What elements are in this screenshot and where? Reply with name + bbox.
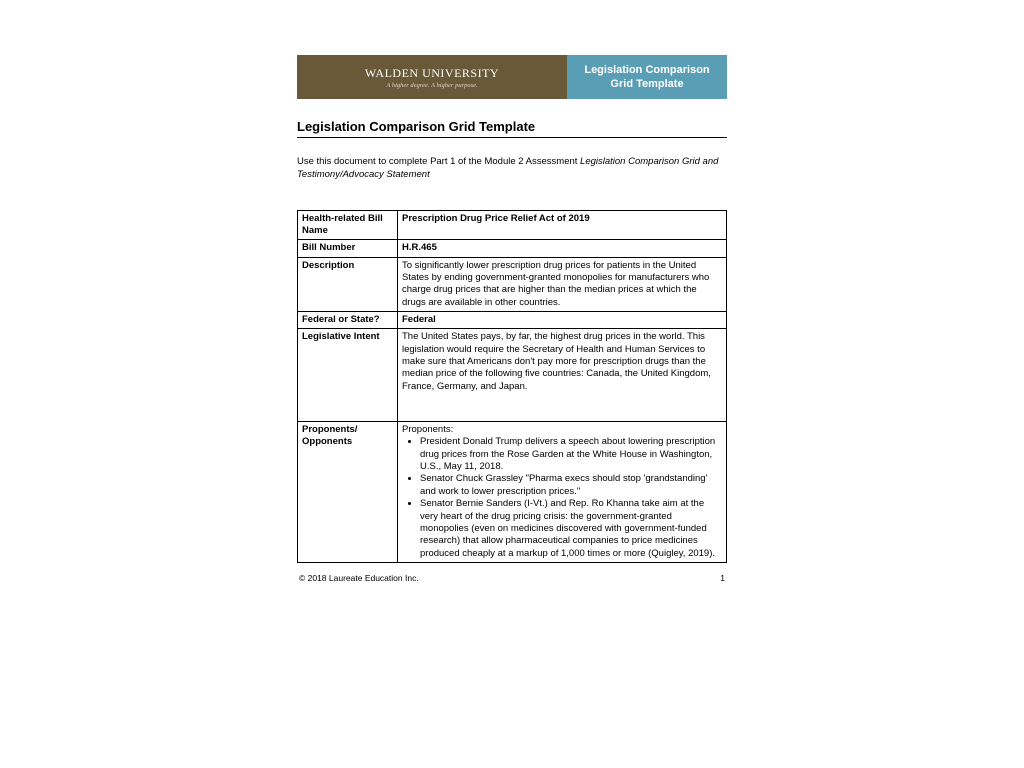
grid-value: Federal [398, 312, 727, 329]
proponents-heading: Proponents: [402, 424, 722, 436]
grid-label: Federal or State? [298, 312, 398, 329]
grid-label: Bill Number [298, 240, 398, 257]
page-title: Legislation Comparison Grid Template [297, 119, 727, 138]
instruction-plain: Use this document to complete Part 1 of … [297, 156, 580, 167]
document-page: WALDEN UNIVERSITY A higher degree. A hig… [297, 55, 727, 583]
header-banner: WALDEN UNIVERSITY A higher degree. A hig… [297, 55, 727, 99]
grid-label: Proponents/ Opponents [298, 422, 398, 563]
grid-value: H.R.465 [398, 240, 727, 257]
grid-label: Legislative Intent [298, 329, 398, 422]
grid-value: The United States pays, by far, the high… [398, 329, 727, 422]
footer-copyright: © 2018 Laureate Education Inc. [299, 573, 419, 583]
footer-page-number: 1 [720, 573, 725, 583]
proponents-list: President Donald Trump delivers a speech… [420, 436, 722, 559]
grid-value: Prescription Drug Price Relief Act of 20… [398, 210, 727, 240]
grid-value-proponents: Proponents:President Donald Trump delive… [398, 422, 727, 563]
university-tagline: A higher degree. A higher purpose. [386, 82, 477, 89]
university-name: WALDEN UNIVERSITY [365, 66, 499, 81]
list-item: Senator Chuck Grassley "Pharma execs sho… [420, 473, 722, 498]
banner-title-block: Legislation Comparison Grid Template [567, 55, 727, 99]
list-item: President Donald Trump delivers a speech… [420, 436, 722, 473]
grid-label: Description [298, 257, 398, 311]
banner-title-line2: Grid Template [610, 77, 683, 91]
banner-logo-block: WALDEN UNIVERSITY A higher degree. A hig… [297, 55, 567, 99]
list-item: Senator Bernie Sanders (I-Vt.) and Rep. … [420, 498, 722, 560]
footer: © 2018 Laureate Education Inc. 1 [297, 573, 727, 583]
comparison-grid: Health-related Bill NamePrescription Dru… [297, 210, 727, 563]
grid-label: Health-related Bill Name [298, 210, 398, 240]
grid-value: To significantly lower prescription drug… [398, 257, 727, 311]
banner-title-line1: Legislation Comparison [584, 63, 709, 77]
instruction-text: Use this document to complete Part 1 of … [297, 156, 727, 182]
